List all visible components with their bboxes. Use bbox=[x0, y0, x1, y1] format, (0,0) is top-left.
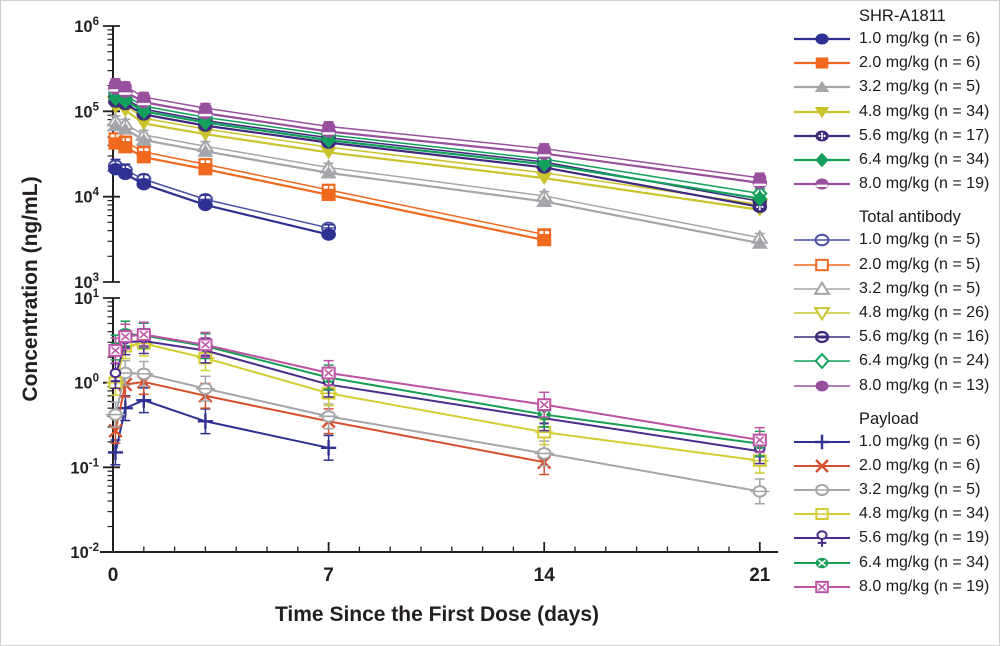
circle-hline-open-icon bbox=[794, 234, 850, 247]
x-tick-label: 14 bbox=[534, 565, 556, 586]
y-axis-title: Concentration (ng/mL) bbox=[19, 176, 42, 402]
upper-panel-y-axis: 103 104 105 106 bbox=[74, 16, 120, 292]
legend-item: 6.4 mg/kg (n = 34) bbox=[793, 551, 999, 575]
y-tick-label: 106 bbox=[74, 16, 99, 36]
legend-group-title: Payload bbox=[859, 409, 919, 428]
circle-halfstripe-icon bbox=[794, 178, 850, 190]
legend-item: 8.0 mg/kg (n = 19) bbox=[793, 172, 999, 196]
y-tick-label: 103 bbox=[74, 272, 99, 292]
legend-item-label: 6.4 mg/kg (n = 24) bbox=[859, 352, 990, 370]
square-dash-open-icon bbox=[794, 508, 850, 521]
legend-item-label: 5.6 mg/kg (n = 17) bbox=[859, 126, 990, 144]
pk-plot-canvas: 103 104 105 106 10-2 10-1 100 101 0 7 14 21 bbox=[70, 16, 778, 586]
legend-group-title: Total antibody bbox=[859, 208, 961, 227]
x-axis: 0 7 14 21 bbox=[100, 542, 778, 586]
plus-icon bbox=[794, 434, 850, 449]
series-payload-1.0 bbox=[107, 387, 337, 466]
legend-item-label: 3.2 mg/kg (n = 5) bbox=[859, 279, 981, 297]
legend-item: 1.0 mg/kg (n = 5) bbox=[793, 228, 999, 252]
legend-group-title: SHR-A1811 bbox=[859, 7, 946, 25]
legend-item-label: 1.0 mg/kg (n = 5) bbox=[859, 231, 981, 249]
x-axis-title: Time Since the First Dose (days) bbox=[274, 603, 600, 626]
legend-item: 5.6 mg/kg (n = 17) bbox=[793, 124, 999, 148]
x-tick-label: 0 bbox=[108, 565, 119, 586]
legend-item-label: 6.4 mg/kg (n = 34) bbox=[859, 151, 990, 169]
circle-plus-below-icon bbox=[794, 530, 850, 548]
legend-item-label: 3.2 mg/kg (n = 5) bbox=[859, 481, 981, 499]
square-open-icon bbox=[794, 258, 850, 271]
legend-item-label: 2.0 mg/kg (n = 5) bbox=[859, 255, 981, 273]
legend-item-label: 8.0 mg/kg (n = 19) bbox=[859, 577, 990, 595]
legend-item: 2.0 mg/kg (n = 5) bbox=[793, 253, 999, 277]
legend-item: 5.6 mg/kg (n = 16) bbox=[793, 325, 999, 349]
circle-x-filled-icon bbox=[794, 557, 850, 568]
diamond-filled-icon bbox=[794, 152, 850, 168]
triangle-up-open-icon bbox=[794, 280, 850, 295]
legend-item: 6.4 mg/kg (n = 34) bbox=[793, 148, 999, 172]
legend-item-label: 5.6 mg/kg (n = 16) bbox=[859, 328, 990, 346]
legend: SHR-A1811 1.0 mg/kg (n = 6) 2.0 mg/kg (n =… bbox=[793, 5, 999, 609]
legend-item: 5.6 mg/kg (n = 19) bbox=[793, 526, 999, 550]
legend-item-label: 1.0 mg/kg (n = 6) bbox=[859, 30, 981, 48]
circle-dash-open-icon bbox=[794, 484, 850, 497]
legend-item-label: 3.2 mg/kg (n = 5) bbox=[859, 78, 981, 96]
legend-item: 3.2 mg/kg (n = 5) bbox=[793, 277, 999, 301]
y-tick-label: 101 bbox=[74, 288, 99, 308]
triangle-down-filled-icon bbox=[794, 106, 850, 118]
legend-item: 4.8 mg/kg (n = 26) bbox=[793, 301, 999, 325]
legend-group-total-antibody: Total antibody 1.0 mg/kg (n = 5) 2.0 mg/kg… bbox=[793, 206, 999, 397]
triangle-down-open-icon bbox=[794, 307, 850, 322]
legend-item-label: 5.6 mg/kg (n = 19) bbox=[859, 529, 990, 547]
circle-hbar-open-icon bbox=[794, 331, 850, 344]
legend-item: 3.2 mg/kg (n = 5) bbox=[793, 75, 999, 99]
legend-item-label: 6.4 mg/kg (n = 34) bbox=[859, 553, 990, 571]
legend-item-label: 8.0 mg/kg (n = 19) bbox=[859, 175, 990, 193]
legend-item: 3.2 mg/kg (n = 5) bbox=[793, 478, 999, 502]
circle-filled-plain-icon bbox=[794, 380, 850, 391]
legend-group-shr-a1811: SHR-A1811 1.0 mg/kg (n = 6) 2.0 mg/kg (n =… bbox=[793, 5, 999, 196]
x-tick-label: 21 bbox=[749, 565, 771, 586]
y-tick-label: 104 bbox=[74, 187, 99, 207]
series-payload-8.0 bbox=[108, 321, 767, 454]
series-shr-a1811-2.0 bbox=[108, 133, 552, 247]
legend-item: 6.4 mg/kg (n = 24) bbox=[793, 349, 999, 373]
x-mark-icon bbox=[794, 459, 850, 473]
legend-item: 1.0 mg/kg (n = 6) bbox=[793, 27, 999, 51]
series-shr-a1811-8.0 bbox=[108, 78, 768, 190]
y-tick-label: 100 bbox=[74, 373, 99, 393]
legend-item-label: 2.0 mg/kg (n = 6) bbox=[859, 54, 981, 72]
legend-item-label: 8.0 mg/kg (n = 13) bbox=[859, 376, 990, 394]
lower-panel-y-axis: 10-2 10-1 100 101 bbox=[70, 288, 120, 562]
legend-item-label: 4.8 mg/kg (n = 34) bbox=[859, 102, 990, 120]
legend-item: 2.0 mg/kg (n = 6) bbox=[793, 454, 999, 478]
diamond-open-icon bbox=[794, 352, 850, 370]
series-shr-a1811-1.0 bbox=[108, 158, 336, 241]
y-tick-label: 10-1 bbox=[70, 457, 99, 477]
legend-item: 8.0 mg/kg (n = 19) bbox=[793, 575, 999, 599]
series-total-antibody-1.0 bbox=[107, 159, 337, 235]
legend-item-label: 1.0 mg/kg (n = 6) bbox=[859, 432, 981, 450]
square-filled-icon bbox=[794, 57, 850, 69]
y-tick-label: 105 bbox=[74, 101, 99, 121]
legend-item: 4.8 mg/kg (n = 34) bbox=[793, 502, 999, 526]
legend-item: 4.8 mg/kg (n = 34) bbox=[793, 100, 999, 124]
legend-item: 1.0 mg/kg (n = 6) bbox=[793, 430, 999, 454]
circle-filled-icon bbox=[794, 33, 850, 45]
y-tick-label: 10-2 bbox=[70, 542, 99, 562]
legend-item-label: 4.8 mg/kg (n = 26) bbox=[859, 303, 990, 321]
legend-item-label: 2.0 mg/kg (n = 6) bbox=[859, 456, 981, 474]
x-tick-label: 7 bbox=[323, 565, 334, 586]
legend-group-payload: Payload 1.0 mg/kg (n = 6) 2.0 mg/kg (n = 6… bbox=[793, 408, 999, 599]
legend-item: 8.0 mg/kg (n = 13) bbox=[793, 373, 999, 397]
square-x-open-icon bbox=[794, 580, 850, 594]
triangle-up-filled-icon bbox=[794, 81, 850, 93]
legend-item: 2.0 mg/kg (n = 6) bbox=[793, 51, 999, 75]
circle-dotted-icon bbox=[794, 130, 850, 142]
legend-item-label: 4.8 mg/kg (n = 34) bbox=[859, 505, 990, 523]
